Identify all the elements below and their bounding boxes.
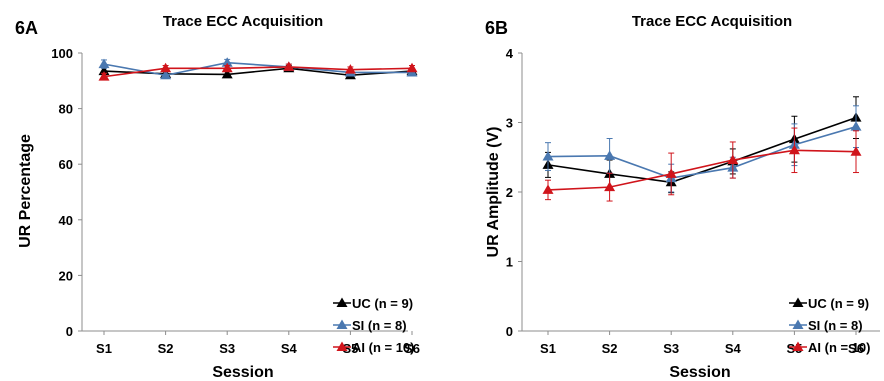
x-tick-label-b: S2	[602, 341, 618, 356]
plot-area-a: 0 20 40 60 80 100 S1 S2 S3 S4 S5 S6 UC (n = 9) SI (n …	[51, 46, 420, 356]
data-point-si-b	[850, 121, 862, 131]
x-axis-label-a: Session	[212, 364, 273, 381]
legend-label-si-a: SI (n = 8)	[352, 318, 407, 333]
legend-label-si-b: SI (n = 8)	[808, 318, 863, 333]
x-tick-label-b: S3	[663, 341, 679, 356]
data-point-ai-a	[406, 62, 418, 73]
data-point-ai-b	[604, 181, 616, 192]
data-point-si-a	[221, 57, 233, 67]
y-tick-label-b: 3	[506, 116, 513, 131]
x-tick-label-b: S1	[540, 341, 556, 356]
legend-marker-si-a	[336, 319, 348, 329]
data-point-si-b	[542, 151, 554, 161]
data-point-ai-b	[542, 184, 554, 194]
chart-title-b: Trace ECC Acquisition	[632, 13, 792, 30]
y-tick-label-b: 2	[506, 185, 513, 200]
y-tick-label-a: 20	[59, 268, 73, 283]
y-axis-label-b: UR Amplitude (V)	[485, 127, 502, 258]
legend-marker-ai-b	[792, 341, 804, 351]
data-point-si-b	[604, 150, 616, 160]
data-point-si-a	[160, 69, 172, 80]
y-tick-label-a: 80	[59, 102, 73, 117]
legend-marker-uc-b	[792, 297, 804, 307]
plot-area-b: 01234S1S2S3S4S5S6UC (n = 9)SI (n = 8)AI …	[506, 46, 880, 356]
panel-label-b: 6B	[485, 18, 508, 38]
legend-marker-ai-a	[336, 341, 348, 351]
legend-label-uc-b: UC (n = 9)	[808, 296, 869, 311]
y-tick-label-a: 40	[59, 213, 73, 228]
legend-label-uc-a: UC (n = 9)	[352, 296, 413, 311]
series-line-ai-b	[547, 149, 857, 191]
x-tick-label-a: S5	[342, 341, 358, 356]
x-tick-label-a: S3	[219, 341, 235, 356]
chart-title-a: Trace ECC Acquisition	[163, 13, 323, 30]
y-axis-label-a: UR Percentage	[17, 134, 34, 248]
data-point-si-a	[98, 58, 110, 69]
y-tick-label-b: 1	[506, 255, 513, 270]
data-point-uc-a	[98, 65, 110, 76]
data-point-ai-a	[221, 62, 233, 73]
data-point-ai-b	[727, 154, 739, 165]
y-tick-label-b: 4	[506, 46, 514, 61]
legend-marker-uc-a	[336, 297, 348, 307]
data-point-ai-a	[283, 61, 295, 71]
y-tick-label-a: 60	[59, 157, 73, 172]
data-point-ai-a	[98, 71, 110, 81]
x-tick-label-a: S2	[158, 341, 174, 356]
y-tick-label-b: 0	[506, 324, 513, 339]
data-point-ai-b	[788, 144, 800, 155]
data-point-ai-a	[160, 62, 172, 73]
x-tick-label-a: S4	[281, 341, 298, 356]
data-point-ai-b	[665, 168, 677, 178]
x-axis-label-b: Session	[669, 364, 730, 381]
y-tick-label-a: 0	[66, 324, 73, 339]
x-tick-label-a: S6	[404, 341, 420, 356]
legend-label-ai-b: AI (n = 10)	[808, 340, 871, 355]
series-line-si-b	[547, 125, 857, 179]
x-tick-label-a: S1	[96, 341, 112, 356]
data-point-ai-b	[850, 146, 862, 156]
legend-marker-si-b	[792, 319, 804, 329]
data-point-ai-a	[344, 64, 356, 74]
series-line-ai-a	[103, 66, 413, 78]
y-tick-label-a: 100	[51, 46, 73, 61]
x-tick-label-b: S4	[725, 341, 742, 356]
panel-label-a: 6A	[15, 18, 38, 38]
legend-label-ai-a: AI (n = 10)	[352, 340, 415, 355]
data-point-uc-a	[221, 68, 233, 79]
series-line-uc-b	[547, 116, 857, 184]
x-tick-label-b: S6	[848, 341, 864, 356]
series-line-si-a	[103, 61, 412, 77]
